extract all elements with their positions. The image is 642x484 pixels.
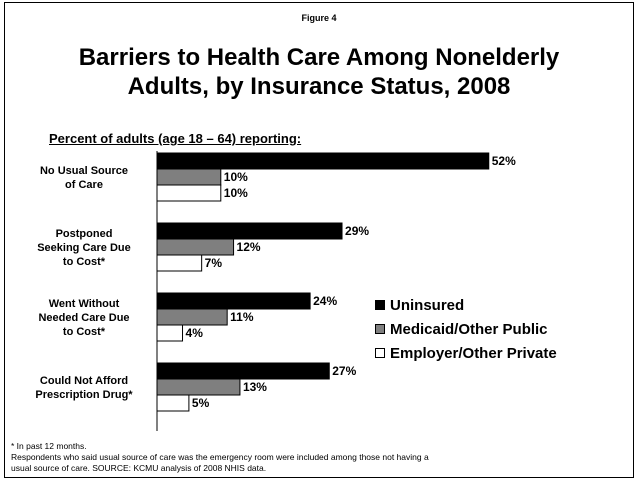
data-label: 13%	[243, 380, 267, 394]
legend-item-medicaid: Medicaid/Other Public	[375, 317, 557, 341]
footnote-line-1: * In past 12 months.	[11, 441, 87, 451]
category-label: Seeking Care Due	[37, 242, 131, 254]
slide: Figure 4 Barriers to Health Care Among N…	[4, 2, 634, 478]
bar-chart: No Usual Source of Care 52% 10% 10% Postponed…	[35, 151, 516, 431]
legend-label-employer: Employer/Other Private	[390, 344, 557, 362]
category-label: Went Without	[49, 298, 120, 310]
category-label: to Cost*	[63, 256, 106, 268]
category-label: Could Not Afford	[40, 375, 128, 387]
chart-subtitle: Percent of adults (age 18 – 64) reportin…	[49, 131, 302, 146]
legend-label-uninsured: Uninsured	[390, 296, 465, 314]
legend-label-medicaid: Medicaid/Other Public	[390, 320, 548, 338]
chart-title-line-2: Adults, by Insurance Status, 2008	[127, 73, 511, 100]
data-label: 10%	[224, 170, 248, 184]
legend-swatch-employer	[375, 348, 385, 358]
chart-title: Barriers to Health Care Among Nonelderly…	[5, 43, 633, 101]
bar	[156, 324, 184, 342]
footnote-line-2: Respondents who said usual source of car…	[11, 452, 429, 462]
category-label: No Usual Source	[40, 165, 128, 177]
figure-label: Figure 4	[301, 13, 337, 23]
data-label: 5%	[192, 396, 210, 410]
bar	[156, 184, 222, 202]
bar	[156, 362, 330, 380]
bar	[156, 152, 490, 170]
data-label: 52%	[492, 154, 516, 168]
data-label: 10%	[224, 186, 248, 200]
data-label: 11%	[230, 310, 254, 324]
data-label: 29%	[345, 224, 369, 238]
legend-item-employer: Employer/Other Private	[375, 341, 557, 365]
category-label: Prescription Drug*	[35, 389, 133, 401]
bar	[156, 378, 241, 396]
data-label: 24%	[313, 294, 337, 308]
bar	[156, 394, 190, 412]
legend-swatch-uninsured	[375, 300, 385, 310]
bar	[156, 254, 203, 272]
footnote: * In past 12 months. Respondents who sai…	[11, 441, 429, 474]
category-label: of Care	[65, 179, 103, 191]
category-label: Postponed	[56, 228, 113, 240]
bar	[156, 238, 235, 256]
data-label: 12%	[237, 240, 261, 254]
data-label: 27%	[332, 364, 356, 378]
footnote-line-3: usual source of care. SOURCE: KCMU analy…	[11, 463, 267, 473]
bar	[156, 292, 311, 310]
category-label: to Cost*	[63, 326, 106, 338]
data-label: 4%	[186, 326, 204, 340]
bar	[156, 168, 222, 186]
bar	[156, 308, 228, 326]
chart-title-line-1: Barriers to Health Care Among Nonelderly	[78, 44, 560, 71]
data-label: 7%	[205, 256, 223, 270]
legend-swatch-medicaid	[375, 324, 385, 334]
legend: Uninsured Medicaid/Other Public Employer…	[375, 293, 557, 365]
bar	[156, 222, 343, 240]
category-label: Needed Care Due	[38, 312, 129, 324]
legend-item-uninsured: Uninsured	[375, 293, 557, 317]
